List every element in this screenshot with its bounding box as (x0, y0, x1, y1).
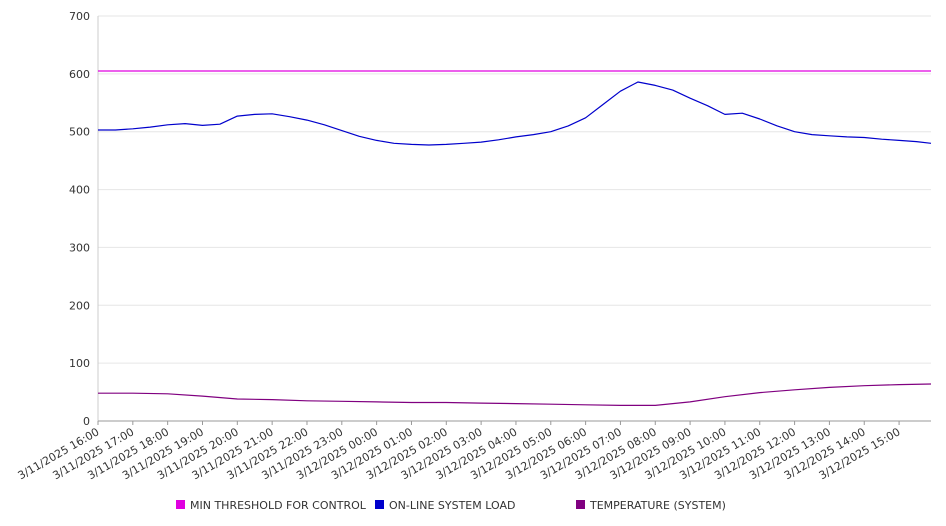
y-tick-label: 700 (69, 10, 90, 23)
legend-swatch (375, 500, 384, 509)
legend-swatch (176, 500, 185, 509)
y-tick-label: 0 (83, 415, 90, 428)
series-line-1 (98, 81, 932, 146)
y-tick-label: 400 (69, 184, 90, 197)
legend-label: MIN THRESHOLD FOR CONTROL (190, 499, 367, 512)
y-tick-label: 100 (69, 357, 90, 370)
y-tick-label: 600 (69, 68, 90, 81)
series-line-2 (98, 383, 932, 406)
legend: MIN THRESHOLD FOR CONTROL ON-LINE SYSTEM … (176, 499, 726, 512)
y-tick-label: 200 (69, 299, 90, 312)
series-lines (98, 70, 932, 406)
y-axis: 0 100 200 300 400 500 600 700 (69, 10, 99, 428)
x-axis: 3/11/2025 16:003/11/2025 17:003/11/2025 … (16, 420, 931, 482)
legend-label: TEMPERATURE (SYSTEM) (589, 499, 726, 512)
legend-swatch (576, 500, 585, 509)
y-tick-label: 300 (69, 241, 90, 254)
gridlines (98, 15, 931, 364)
legend-label: ON-LINE SYSTEM LOAD (389, 499, 515, 512)
y-tick-label: 500 (69, 126, 90, 139)
